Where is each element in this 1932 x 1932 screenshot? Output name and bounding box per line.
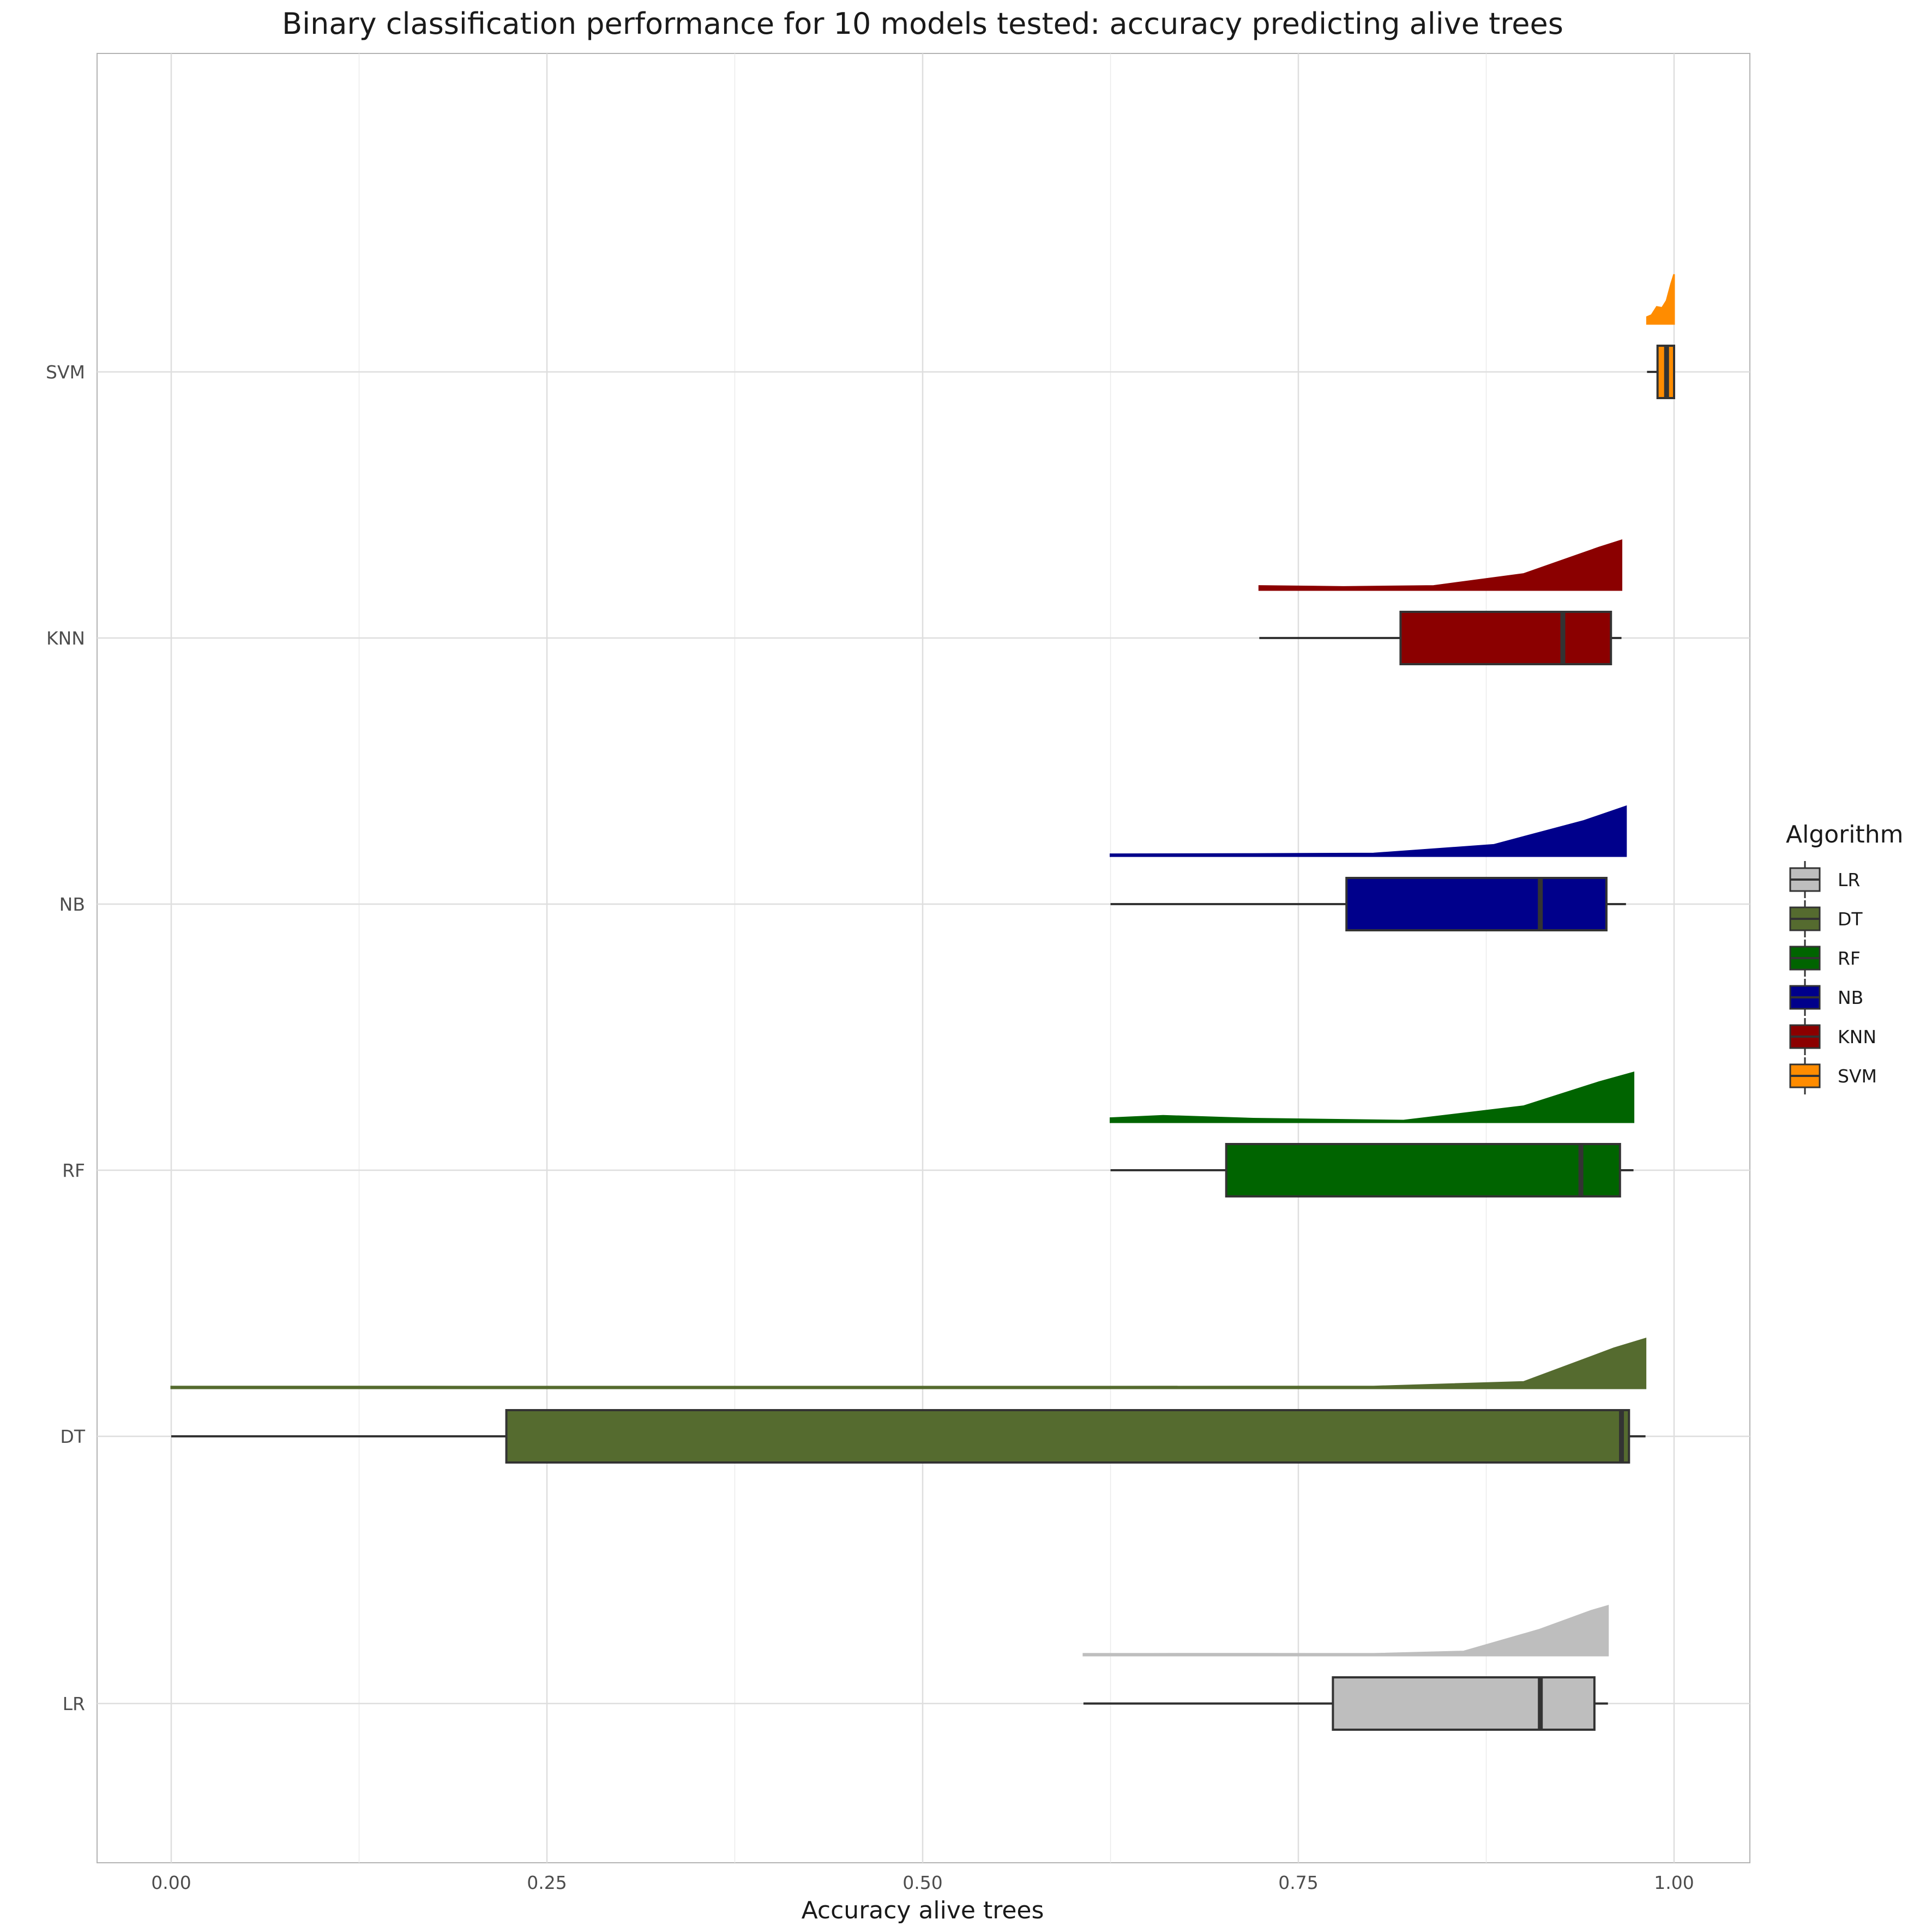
legend-item-knn: KNN: [1789, 1018, 1876, 1055]
x-axis-title: Accuracy alive trees: [802, 1897, 1044, 1924]
series-svm: [1646, 274, 1676, 399]
y-tick-label: KNN: [46, 628, 85, 649]
x-tick-label: 1.00: [1654, 1872, 1694, 1893]
x-tick-label: 0.00: [151, 1872, 191, 1893]
legend-item-dt: DT: [1789, 900, 1863, 937]
legend-label: NB: [1838, 987, 1863, 1008]
y-tick-label: SVM: [46, 362, 85, 383]
box-nb: [1345, 877, 1608, 931]
density-lr: [1082, 1605, 1609, 1657]
series-knn: [1258, 539, 1623, 665]
y-tick-label: RF: [62, 1160, 85, 1181]
legend-label: LR: [1838, 869, 1860, 890]
series-nb: [1110, 805, 1627, 931]
series-dt: [170, 1337, 1647, 1464]
chart-title: Binary classification performance for 10…: [282, 7, 1563, 41]
legend-item-lr: LR: [1789, 861, 1860, 898]
series-lr: [1082, 1605, 1609, 1731]
x-tick-label: 0.25: [527, 1872, 567, 1893]
density-knn: [1258, 539, 1623, 591]
legend-label: RF: [1838, 948, 1861, 969]
y-tick-label: LR: [63, 1693, 85, 1714]
x-tick-label: 0.75: [1278, 1872, 1318, 1893]
density-nb: [1110, 805, 1627, 857]
axis-ticks: 0.00 0.25 0.50 0.75 1.00 LR DT RF NB KNN SVM: [46, 362, 1694, 1893]
legend: Algorithm LR DT RF NB KNN SVM: [1786, 821, 1904, 1094]
legend-label: KNN: [1838, 1026, 1876, 1048]
legend-label: SVM: [1838, 1066, 1877, 1087]
series-rf: [1110, 1072, 1635, 1197]
plot-marks: [170, 274, 1676, 1731]
legend-item-rf: RF: [1789, 940, 1861, 977]
density-rf: [1110, 1072, 1635, 1123]
legend-item-svm: SVM: [1789, 1057, 1877, 1094]
density-dt: [170, 1337, 1647, 1389]
legend-title: Algorithm: [1786, 821, 1904, 848]
box-knn: [1399, 611, 1612, 665]
box-rf: [1225, 1143, 1621, 1197]
x-tick-label: 0.50: [902, 1872, 942, 1893]
box-dt: [505, 1409, 1630, 1464]
legend-label: DT: [1838, 908, 1863, 930]
density-svm: [1646, 274, 1675, 325]
box-lr: [1332, 1676, 1596, 1731]
y-tick-label: NB: [59, 894, 85, 915]
y-tick-label: DT: [60, 1426, 85, 1447]
plot-panel: [97, 53, 1750, 1863]
legend-item-nb: NB: [1789, 979, 1863, 1016]
